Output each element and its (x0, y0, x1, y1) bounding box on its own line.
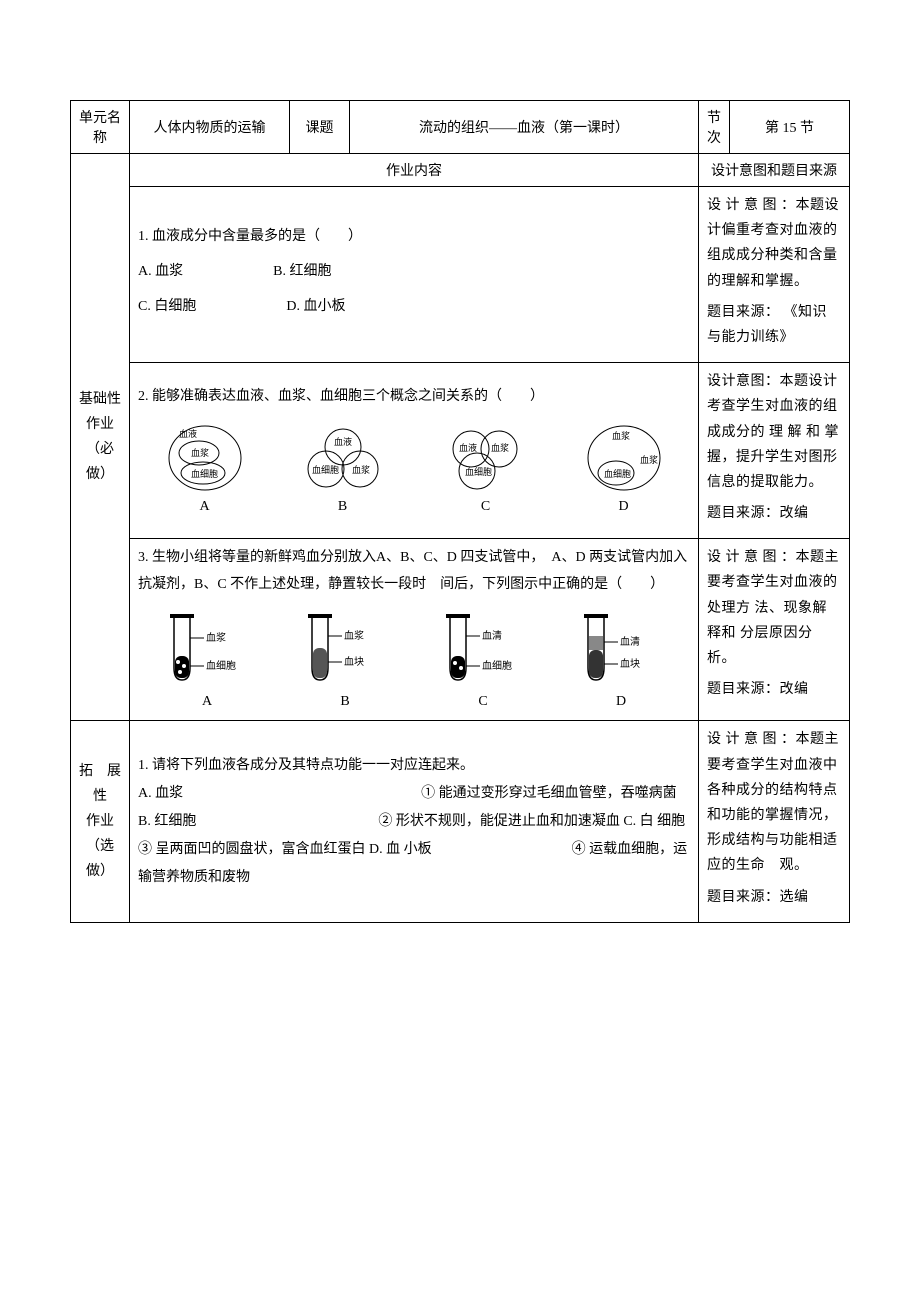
lbl-clot: 血块 (620, 657, 640, 670)
q3-label-C: C (478, 694, 487, 710)
q1-stem: 1. 血液成分中含量最多的是（ ） (138, 222, 690, 253)
tube-C-icon: 血清 血细胞 (438, 608, 528, 688)
basic-section-label: 基础性作业（必做） (71, 154, 130, 721)
session-value: 第 15 节 (730, 101, 850, 154)
q1-optA: A. 血浆 (138, 257, 183, 288)
lbl-blood: 血液 (179, 428, 197, 439)
ext1-design-text: 设 计 意 图 ：本题主要考查学生对血液中各种成分的结构特点和功能的掌握情况，形… (707, 727, 841, 878)
q2-label-A: A (199, 499, 209, 515)
q2-design-text: 设计意图：本题设计考查学生对血液的组成成分的 理 解 和 掌 握，提升学生对图形… (707, 369, 841, 495)
lbl-cells: 血细胞 (465, 466, 492, 477)
lbl-plasma: 血浆 (206, 631, 226, 644)
q3-design: 设 计 意 图 ：本题主要考查学生对血液的处理方 法、现象解释和 分层原因分析。… (699, 539, 850, 721)
tube-B-icon: 血浆 血块 (300, 608, 390, 688)
q3-diagrams: 血浆 血细胞 A 血浆 血块 B (138, 608, 690, 710)
q1-row: 1. 血液成分中含量最多的是（ ） A. 血浆 B. 红细胞 C. 白细胞 D.… (71, 187, 850, 363)
column-header-row: 基础性作业（必做） 作业内容 设计意图和题目来源 (71, 154, 850, 187)
lbl-clot: 血块 (344, 655, 364, 668)
q1-content: 1. 血液成分中含量最多的是（ ） A. 血浆 B. 红细胞 C. 白细胞 D.… (130, 187, 699, 363)
lbl-cells: 血细胞 (482, 659, 512, 672)
lbl-blood: 血液 (459, 442, 477, 453)
q2-diag-A: 血液 血浆 血细胞 A (165, 423, 245, 515)
lbl-serum: 血清 (482, 629, 502, 642)
q3-label-D: D (616, 694, 626, 710)
q3-content: 3. 生物小组将等量的新鲜鸡血分别放入A、B、C、D 四支试管中， A、D 两支… (130, 539, 699, 721)
session-label: 节次 (699, 101, 730, 154)
unit-label: 单元名称 (71, 101, 130, 154)
lbl-plasma: 血浆 (352, 464, 370, 475)
q3-label-A: A (202, 694, 212, 710)
q1-optB: B. 红细胞 (273, 257, 331, 288)
tube-D-icon: 血清 血块 (576, 608, 666, 688)
q1-opts-ab: A. 血浆 B. 红细胞 (138, 257, 690, 288)
venn-D-icon: 血浆 血浆 血细胞 (584, 423, 664, 493)
q3-tube-B: 血浆 血块 B (300, 608, 390, 710)
topic-value: 流动的组织——血液（第一课时） (350, 101, 699, 154)
q2-label-B: B (338, 499, 347, 515)
q3-tube-C: 血清 血细胞 C (438, 608, 528, 710)
q2-label-C: C (481, 499, 490, 515)
q2-diag-B: 血液 血细胞 血浆 B (298, 423, 388, 515)
q3-stem: 3. 生物小组将等量的新鲜鸡血分别放入A、B、C、D 四支试管中， A、D 两支… (138, 545, 690, 598)
lbl-plasma: 血浆 (344, 629, 364, 642)
ext1-row: 拓 展性 作业 （选做） 1. 请将下列血液各成分及其特点功能一一对应连起来。 … (71, 721, 850, 922)
lbl-plasma2: 血浆 (640, 454, 658, 465)
q3-row: 3. 生物小组将等量的新鲜鸡血分别放入A、B、C、D 四支试管中， A、D 两支… (71, 539, 850, 721)
ext1-source: 题目来源：选编 (707, 885, 841, 910)
ext1-body: A. 血浆 ① 能通过变形穿过毛细血管壁，吞噬病菌 B. 红细胞 ② 形状不规则… (138, 780, 690, 892)
ext1-design: 设 计 意 图 ：本题主要考查学生对血液中各种成分的结构特点和功能的掌握情况，形… (699, 721, 850, 922)
q1-opts-cd: C. 白细胞 D. 血小板 (138, 292, 690, 323)
q1-design-text: 设 计 意 图 ：本题设计偏重考查对血液的组成成分种类和含量的理解和掌握。 (707, 193, 841, 294)
unit-value: 人体内物质的运输 (130, 101, 290, 154)
lbl-cells: 血细胞 (312, 464, 339, 475)
lbl-serum: 血清 (620, 635, 640, 648)
topic-label: 课题 (290, 101, 350, 154)
q2-diagrams: 血液 血浆 血细胞 A 血液 血细胞 血浆 (138, 423, 690, 515)
q1-optD: D. 血小板 (286, 292, 345, 323)
q2-diag-D: 血浆 血浆 血细胞 D (584, 423, 664, 515)
lbl-plasma: 血浆 (191, 447, 209, 458)
ext1-stem: 1. 请将下列血液各成分及其特点功能一一对应连起来。 (138, 752, 690, 780)
venn-A-icon: 血液 血浆 血细胞 (165, 423, 245, 493)
q3-design-text: 设 计 意 图 ：本题主要考查学生对血液的处理方 法、现象解释和 分层原因分析。 (707, 545, 841, 671)
q2-diag-C: 血液 血浆 血细胞 C (441, 423, 531, 515)
q1-design: 设 计 意 图 ：本题设计偏重考查对血液的组成成分种类和含量的理解和掌握。 题目… (699, 187, 850, 363)
lbl-plasma: 血浆 (491, 442, 509, 453)
lbl-cells: 血细胞 (604, 468, 631, 479)
worksheet-table: 单元名称 人体内物质的运输 课题 流动的组织——血液（第一课时） 节次 第 15… (70, 100, 850, 923)
lbl-blood: 血液 (334, 436, 352, 447)
content-header: 作业内容 (130, 154, 699, 187)
header-row: 单元名称 人体内物质的运输 课题 流动的组织——血液（第一课时） 节次 第 15… (71, 101, 850, 154)
lbl-cells: 血细胞 (191, 468, 218, 479)
venn-B-icon: 血液 血细胞 血浆 (298, 423, 388, 493)
q3-tube-A: 血浆 血细胞 A (162, 608, 252, 710)
q3-source: 题目来源：改编 (707, 677, 841, 702)
ext-section-label: 拓 展性 作业 （选做） (71, 721, 130, 922)
q2-content: 2. 能够准确表达血液、血浆、血细胞三个概念之间关系的（ ） 血液 血浆 血细胞… (130, 363, 699, 539)
lbl-plasma: 血浆 (612, 430, 630, 441)
q1-optC: C. 白细胞 (138, 292, 196, 323)
q1-source: 题目来源： 《知识与能力训练》 (707, 300, 841, 350)
ext1-content: 1. 请将下列血液各成分及其特点功能一一对应连起来。 A. 血浆 ① 能通过变形… (130, 721, 699, 922)
q3-label-B: B (340, 694, 349, 710)
q2-stem: 2. 能够准确表达血液、血浆、血细胞三个概念之间关系的（ ） (138, 382, 690, 413)
q2-row: 2. 能够准确表达血液、血浆、血细胞三个概念之间关系的（ ） 血液 血浆 血细胞… (71, 363, 850, 539)
q2-label-D: D (618, 499, 628, 515)
q3-tube-D: 血清 血块 D (576, 608, 666, 710)
tube-A-icon: 血浆 血细胞 (162, 608, 252, 688)
design-header: 设计意图和题目来源 (699, 154, 850, 187)
q2-design: 设计意图：本题设计考查学生对血液的组成成分的 理 解 和 掌 握，提升学生对图形… (699, 363, 850, 539)
q2-source: 题目来源：改编 (707, 501, 841, 526)
venn-C-icon: 血液 血浆 血细胞 (441, 423, 531, 493)
lbl-cells: 血细胞 (206, 659, 236, 672)
